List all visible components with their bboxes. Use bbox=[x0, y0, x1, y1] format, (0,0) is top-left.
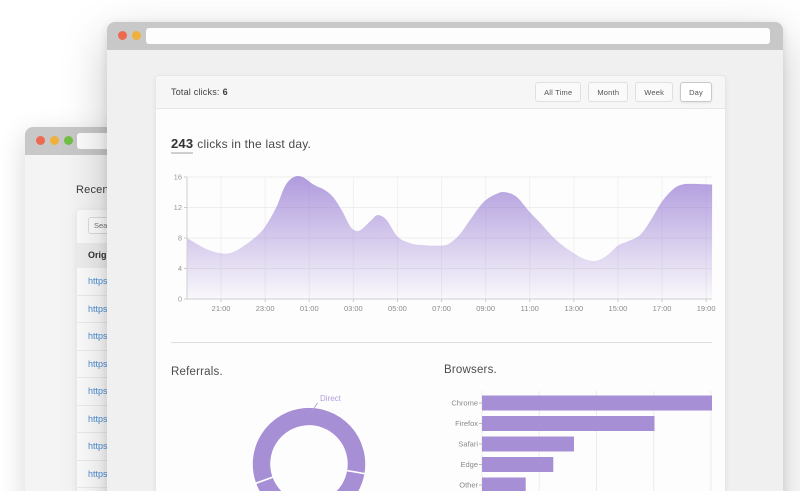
referrals-section-title: Referrals. bbox=[171, 366, 223, 378]
link-url[interactable]: https:// bbox=[88, 303, 116, 314]
clicks-area-chart: 21:00 23:00 01:00 03:00 05:00 07:00 09:00 11:00… bbox=[174, 173, 716, 314]
analytics-browser-window: Total clicks: 6 All Time Month Week Day 2… bbox=[107, 22, 783, 491]
filter-all-time-button[interactable]: All Time bbox=[535, 82, 582, 102]
link-url[interactable]: https:// bbox=[88, 276, 116, 287]
filter-day-button[interactable]: Day bbox=[680, 82, 712, 102]
svg-text:23:00: 23:00 bbox=[256, 304, 275, 313]
window-close-button[interactable] bbox=[118, 31, 127, 40]
clicks-count: 243 bbox=[171, 136, 194, 154]
svg-text:Direct: Direct bbox=[320, 394, 342, 403]
svg-text:Other: Other bbox=[459, 481, 478, 490]
browsers-section-title: Browsers. bbox=[444, 364, 497, 376]
window-minimize-button[interactable] bbox=[50, 136, 59, 145]
svg-text:Chrome: Chrome bbox=[451, 399, 478, 408]
svg-text:0: 0 bbox=[178, 295, 182, 304]
svg-text:Safari: Safari bbox=[458, 440, 478, 449]
svg-text:11:00: 11:00 bbox=[521, 304, 539, 313]
window-minimize-button[interactable] bbox=[132, 31, 141, 40]
link-url[interactable]: https:// bbox=[88, 386, 116, 397]
link-url[interactable]: https:// bbox=[88, 358, 116, 369]
svg-text:05:00: 05:00 bbox=[388, 304, 407, 313]
clicks-headline-text: clicks in the last day. bbox=[197, 137, 312, 151]
svg-text:09:00: 09:00 bbox=[476, 304, 495, 313]
clicks-headline: 243 clicks in the last day. bbox=[171, 136, 312, 154]
total-clicks-text: Total clicks: bbox=[171, 87, 220, 97]
total-clicks-value: 6 bbox=[222, 87, 228, 97]
svg-text:03:00: 03:00 bbox=[344, 304, 363, 313]
svg-text:07:00: 07:00 bbox=[432, 304, 451, 313]
filter-week-button[interactable]: Week bbox=[635, 82, 674, 102]
svg-text:13:00: 13:00 bbox=[564, 304, 583, 313]
section-divider bbox=[171, 342, 712, 343]
link-url[interactable]: https:// bbox=[88, 331, 116, 342]
svg-text:16: 16 bbox=[174, 173, 182, 182]
svg-text:4: 4 bbox=[178, 264, 182, 273]
recent-links-heading: Recent bbox=[76, 184, 113, 196]
svg-text:12: 12 bbox=[174, 203, 182, 212]
back-window-controls bbox=[36, 136, 73, 145]
svg-text:Edge: Edge bbox=[460, 460, 478, 469]
window-zoom-button[interactable] bbox=[64, 136, 73, 145]
card-toolbar: Total clicks: 6 All Time Month Week Day bbox=[156, 76, 725, 109]
filter-month-button[interactable]: Month bbox=[588, 82, 629, 102]
time-range-filters: All Time Month Week Day bbox=[535, 82, 712, 102]
front-window-titlebar bbox=[107, 22, 783, 50]
total-clicks-label: Total clicks: 6 bbox=[171, 76, 228, 109]
svg-text:19:00: 19:00 bbox=[697, 304, 716, 313]
link-url[interactable]: https:// bbox=[88, 441, 116, 452]
svg-text:17:00: 17:00 bbox=[653, 304, 672, 313]
link-url[interactable]: https:// bbox=[88, 468, 116, 479]
svg-text:15:00: 15:00 bbox=[609, 304, 628, 313]
analytics-card: Total clicks: 6 All Time Month Week Day 2… bbox=[155, 75, 726, 491]
link-url[interactable]: https:// bbox=[88, 413, 116, 424]
referrals-donut-chart: Direct bbox=[251, 394, 367, 491]
url-bar[interactable] bbox=[146, 28, 770, 44]
browsers-bar-chart: Chrome Firefox Safari Edge Other bbox=[451, 391, 712, 491]
svg-text:21:00: 21:00 bbox=[212, 304, 231, 313]
svg-text:8: 8 bbox=[178, 234, 182, 243]
window-close-button[interactable] bbox=[36, 136, 45, 145]
svg-text:Firefox: Firefox bbox=[455, 419, 478, 428]
svg-text:01:00: 01:00 bbox=[300, 304, 319, 313]
